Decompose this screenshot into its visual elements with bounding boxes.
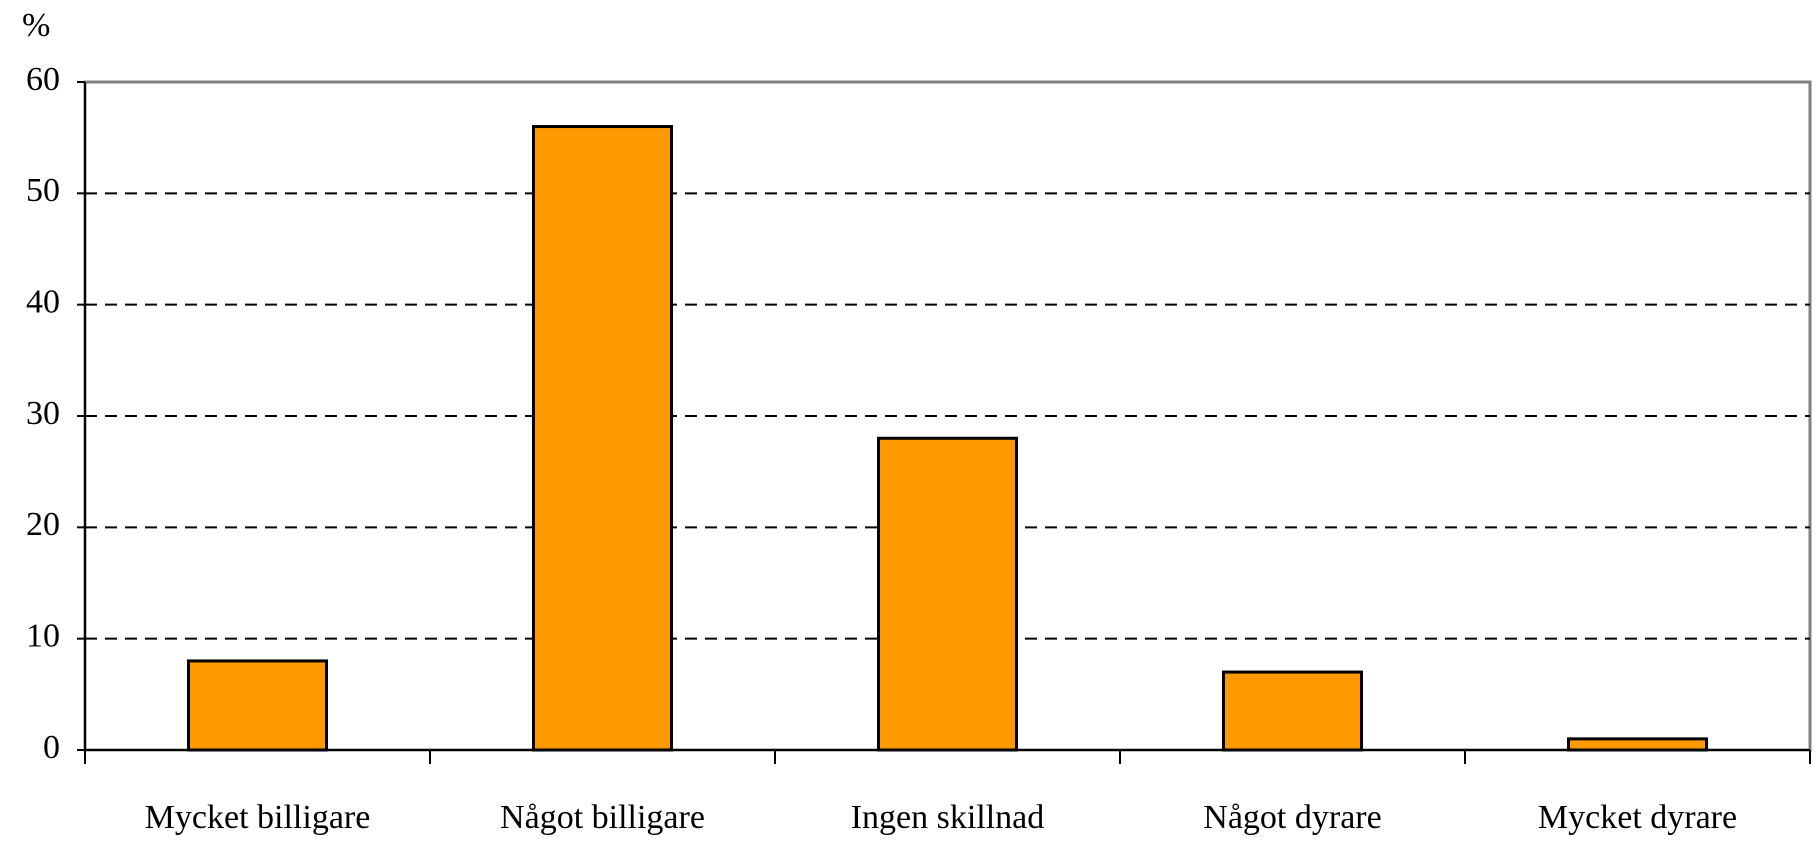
y-tick-label: 40	[26, 283, 60, 320]
y-tick-label: 0	[43, 729, 60, 766]
bar	[1222, 670, 1363, 752]
y-tick-label: 50	[26, 172, 60, 209]
bar	[187, 659, 328, 752]
y-axis-label: %	[22, 7, 50, 44]
bar	[1567, 737, 1708, 752]
x-tick-label: Ingen skillnad	[851, 799, 1045, 836]
y-tick-label: 10	[26, 617, 60, 654]
bar	[532, 125, 673, 752]
x-tick-label: Något billigare	[500, 799, 705, 836]
bar	[877, 436, 1018, 752]
y-tick-label: 20	[26, 506, 60, 543]
y-tick-label: 30	[26, 395, 60, 432]
x-tick-label: Mycket billigare	[145, 799, 371, 836]
x-tick-label: Något dyrare	[1203, 799, 1381, 836]
y-tick-label: 60	[26, 61, 60, 98]
x-tick-label: Mycket dyrare	[1538, 799, 1737, 836]
